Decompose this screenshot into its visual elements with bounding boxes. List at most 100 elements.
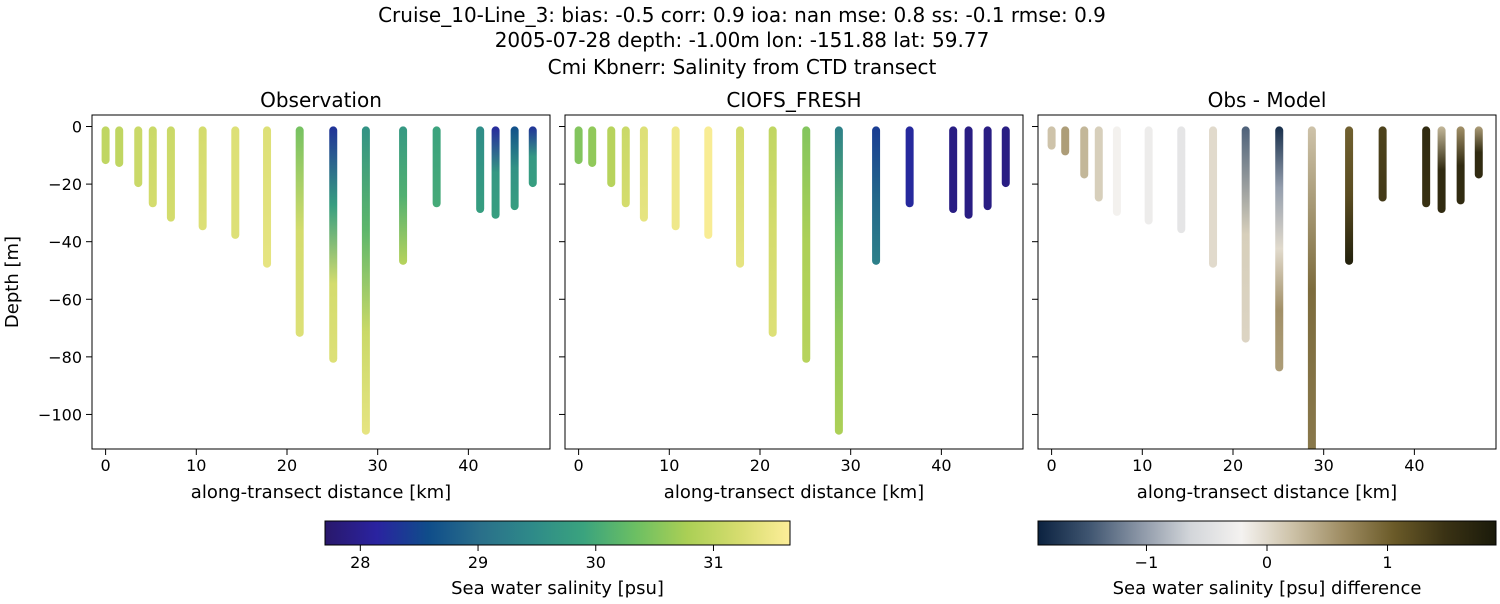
cast-profile [101,126,110,165]
cast-profile [1456,126,1465,205]
x-tick-label: 10 [1132,456,1152,475]
x-axis-label: along-transect distance [km] [191,482,451,503]
x-tick-label: 0 [574,456,584,475]
colorbar-tick-label: 31 [703,553,723,572]
cast-profile [399,126,408,265]
cast-profile [115,126,124,167]
x-tick-label: 20 [277,456,297,475]
cast-profile [1422,126,1431,208]
x-tick-label: 0 [101,456,111,475]
cast-profile [964,126,973,219]
colorbar-tick-label: −1 [1135,553,1159,572]
colorbar-tick-label: 28 [350,553,370,572]
cast-profile [1144,126,1153,225]
cast-profile [134,126,143,188]
axes-frame [1037,114,1497,450]
cast-profile [476,126,485,214]
colorbar-label: Sea water salinity [psu] difference [1113,578,1422,599]
cast-profile [491,126,500,219]
cast-profile [1080,126,1089,179]
cast-profile [1378,126,1387,202]
cast-profile [510,126,519,211]
suptitle-line-2: 2005-07-28 depth: -1.00m lon: -151.88 la… [495,28,990,52]
cast-marks [101,126,537,435]
model-panel: CIOFS_FRESH 0 10 20 30 40 along-transect dista… [559,88,1024,503]
cast-profile [263,126,272,268]
cast-profile [574,126,583,165]
colorbar-gradient [1037,520,1497,546]
cast-profile [361,126,370,435]
cast-profile [768,126,777,337]
cast-profile [1241,126,1250,343]
cast-profile [231,126,240,239]
colorbar-tick-label: 29 [468,553,488,572]
cast-profile [983,126,992,211]
cast-profile [802,126,811,363]
cast-profile [872,126,881,265]
cast-profile [329,126,338,363]
cast-profile [1437,126,1446,214]
difference-colorbar: −1 0 1 Sea water salinity [psu] difference [1037,520,1497,599]
x-axis-label: along-transect distance [km] [664,482,924,503]
cast-profile [639,126,648,222]
cast-profile [1001,126,1010,188]
cast-profile [1345,126,1354,265]
x-axis-label: along-transect distance [km] [1137,482,1397,503]
x-tick-label: 30 [368,456,388,475]
cast-profile [905,126,914,208]
cast-profile [1047,126,1056,150]
x-tick-label: 10 [659,456,679,475]
colorbar-label: Sea water salinity [psu] [451,578,664,599]
x-tick-label: 0 [1047,456,1057,475]
cast-marks [1047,126,1483,449]
x-tick-label: 40 [931,456,951,475]
cast-profile [704,126,713,239]
x-tick-label: 30 [1314,456,1334,475]
cast-profile [166,126,175,222]
cast-profile [621,126,630,208]
colorbar-tick-label: 30 [586,553,606,572]
y-tick-label: −60 [48,290,82,309]
cast-marks [574,126,1010,435]
x-tick-label: 10 [186,456,206,475]
y-tick-label: −40 [48,233,82,252]
difference-panel: Obs - Model 0 10 20 30 40 along-transect dista… [1032,88,1497,503]
cast-profile [607,126,616,188]
y-tick-label: −100 [38,405,82,424]
colorbar-tick-label: 0 [1262,553,1272,572]
x-tick-label: 40 [1404,456,1424,475]
colorbar-gradient [324,520,791,546]
cast-profile [588,126,597,167]
salinity-colorbar: 28 29 30 31 Sea water salinity [psu] [324,520,791,599]
x-tick-label: 40 [458,456,478,475]
cast-profile [528,126,537,188]
y-tick-label: 0 [72,118,82,137]
panel-title: Observation [260,88,382,112]
cast-profile [1112,126,1121,216]
cast-profile [949,126,958,214]
colorbar-tick-label: 1 [1382,553,1392,572]
cast-profile [834,126,843,435]
cast-profile [432,126,441,208]
y-tick-label: −80 [48,348,82,367]
cast-profile [1209,126,1218,268]
observation-panel: Observation 0 10 20 30 40 along-transect dista… [2,88,551,503]
y-tick-label: −20 [48,175,82,194]
cast-profile [1474,126,1483,179]
suptitle-line-1: Cruise_10-Line_3: bias: -0.5 corr: 0.9 i… [378,3,1106,27]
cast-profile [671,126,680,231]
cast-profile [148,126,157,208]
axes-frame [564,114,1024,450]
suptitle-line-3: Cmi Kbnerr: Salinity from CTD transect [548,55,937,79]
cast-profile [1307,126,1316,449]
cast-profile [198,126,207,231]
cast-profile [1275,126,1284,372]
cast-profile [736,126,745,268]
cast-profile [1094,126,1103,202]
cast-profile [1177,126,1186,234]
x-tick-label: 20 [750,456,770,475]
x-tick-label: 30 [841,456,861,475]
panel-title: Obs - Model [1208,88,1327,112]
panel-title: CIOFS_FRESH [726,88,861,112]
